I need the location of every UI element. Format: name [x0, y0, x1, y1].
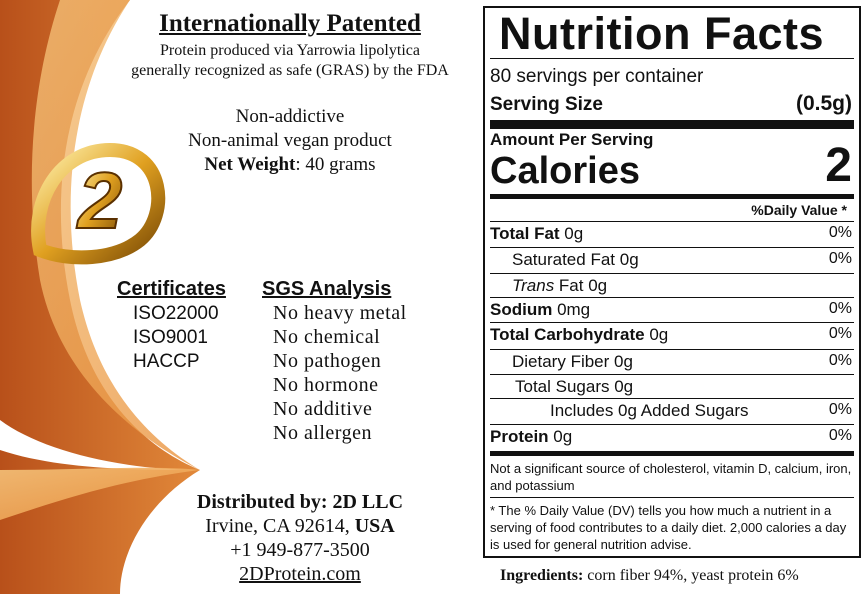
sgs-item: No chemical	[273, 326, 381, 348]
serving-size: (0.5g)	[795, 92, 852, 115]
daily-value: 0%	[828, 427, 852, 444]
row-rule	[490, 398, 854, 399]
sgs-title: SGS Analysis	[262, 278, 392, 300]
nutrient-amount: 0g	[609, 352, 633, 371]
certificates-title: Certificates	[117, 278, 226, 300]
nutrient-amount: 0g	[615, 250, 639, 269]
nutrient-name: Dietary Fiber	[512, 352, 610, 371]
dv-header: %Daily Value *	[751, 202, 847, 218]
certificate: HACCP	[133, 351, 200, 372]
certificate: ISO22000	[133, 303, 219, 324]
sgs-item: No additive	[273, 398, 373, 420]
nutrient-name: Trans	[512, 276, 555, 295]
sgs-item: No allergen	[273, 422, 372, 444]
row-rule	[490, 322, 854, 323]
net-weight-label: Net Weight	[204, 154, 296, 175]
patent-title: Internationally Patented	[159, 10, 421, 37]
logo: 2	[76, 156, 123, 245]
daily-value: 0%	[828, 224, 852, 241]
daily-value: 0%	[828, 401, 852, 418]
row-rule	[490, 424, 854, 425]
website: 2DProtein.com	[239, 563, 361, 585]
nutrient-name: Total Carbohydrate	[490, 325, 645, 344]
nutrient-row: Saturated Fat 0g	[512, 250, 639, 270]
nutrient-name: Total Fat	[490, 224, 560, 243]
nutrient-row: Total Carbohydrate 0g	[490, 325, 668, 345]
nutrient-name: Sodium	[490, 300, 553, 319]
nutrient-row: Protein 0g	[490, 427, 572, 447]
ingredients-text: corn fiber 94%, yeast protein 6%	[583, 567, 799, 584]
daily-value: 0%	[828, 250, 852, 267]
certificates-list: ISO22000 ISO9001 HACCP	[133, 302, 219, 374]
calories: 2	[825, 139, 852, 192]
row-rule	[490, 221, 854, 222]
net-weight-value: : 40 grams	[295, 154, 376, 175]
nutrient-row: Includes 0g Added Sugars	[550, 401, 748, 421]
daily-value: 0%	[828, 325, 852, 342]
calories-label: Calories	[490, 150, 640, 192]
row-rule	[490, 247, 854, 248]
patent-line: generally recognized as safe (GRAS) by t…	[131, 62, 449, 79]
daily-value: 0%	[828, 352, 852, 369]
patent-line: Protein produced via Yarrowia lipolytica	[160, 42, 420, 59]
nutrient-name: Saturated Fat	[512, 250, 616, 269]
background-art: 2	[0, 0, 200, 594]
claim: Non-animal vegan product	[188, 130, 392, 151]
nf-title: Nutrition Facts	[499, 8, 825, 59]
ingredients: Ingredients: corn fiber 94%, yeast prote…	[500, 567, 799, 585]
sgs-item: No hormone	[273, 374, 379, 396]
nutrient-amount: 0g	[644, 325, 669, 344]
nutrient-amount: Fat 0g	[554, 276, 608, 295]
certificate: ISO9001	[133, 327, 208, 348]
phone: +1 949-877-3500	[230, 539, 370, 561]
daily-value: 0%	[828, 300, 852, 317]
nf-footnote: * The % Daily Value (DV) tells you how m…	[490, 503, 847, 552]
claim: Non-addictive	[235, 106, 345, 127]
servings: 80 servings per container	[490, 66, 704, 87]
nf-note: Not a significant source of cholesterol,…	[490, 461, 852, 493]
nutrient-amount: 0mg	[552, 300, 591, 319]
nutrient-amount: 0g	[548, 427, 573, 446]
nutrition-facts: Nutrition Facts 80 servings per containe…	[483, 6, 861, 558]
row-rule	[490, 297, 854, 298]
net-weight: Net Weight: 40 grams	[100, 154, 480, 176]
nutrient-row: Trans Fat 0g	[512, 276, 607, 296]
ingredients-label: Ingredients:	[500, 567, 584, 584]
address-line: Irvine, CA 92614,	[205, 515, 355, 537]
sgs-item: No pathogen	[273, 350, 382, 372]
serving-size-label: Serving Size	[490, 94, 603, 115]
nutrient-row: Total Sugars 0g	[515, 377, 633, 397]
nutrient-amount: 0g	[559, 224, 584, 243]
sgs-item: No heavy metal	[273, 302, 407, 324]
nutrient-amount: 0g	[609, 377, 634, 396]
nutrient-row: Total Fat 0g	[490, 224, 583, 244]
row-rule	[490, 349, 854, 350]
nutrient-row: Dietary Fiber 0g	[512, 352, 633, 372]
sgs-list: No heavy metal No chemical No pathogen No h…	[273, 301, 407, 445]
row-rule	[490, 374, 854, 375]
distributor: Distributed by: 2D LLC	[196, 491, 404, 513]
nutrient-name: Includes 0g Added Sugars	[550, 401, 749, 420]
row-rule	[490, 273, 854, 274]
amount-per-serving: Amount Per Serving	[490, 130, 654, 149]
nutrient-row: Sodium 0mg	[490, 300, 590, 320]
nutrient-name: Total Sugars	[515, 377, 610, 396]
country: USA	[354, 515, 395, 537]
address: Irvine, CA 92614, USA	[180, 515, 420, 538]
nutrient-name: Protein	[490, 427, 549, 446]
